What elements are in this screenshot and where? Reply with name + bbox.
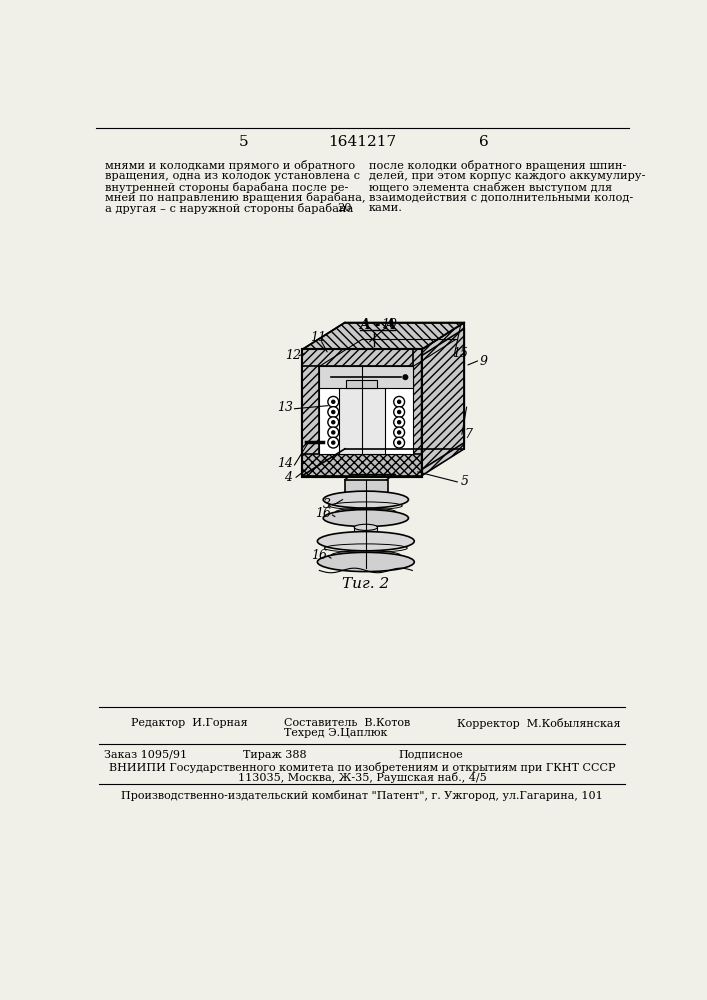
Text: внутренней стороны барабана после ре-: внутренней стороны барабана после ре- xyxy=(105,182,349,193)
Text: 14: 14 xyxy=(277,457,293,470)
Text: Тираж 388: Тираж 388 xyxy=(243,750,307,760)
Bar xyxy=(303,349,422,366)
Bar xyxy=(303,349,422,477)
Bar xyxy=(303,349,320,477)
Text: 1641217: 1641217 xyxy=(328,135,396,149)
Text: Составитель  В.Котов: Составитель В.Котов xyxy=(284,718,411,728)
Circle shape xyxy=(332,431,335,434)
Ellipse shape xyxy=(317,552,414,572)
Text: ющего элемента снабжен выступом для: ющего элемента снабжен выступом для xyxy=(369,182,612,193)
Text: вращения, одна из колодок установлена с: вращения, одна из колодок установлена с xyxy=(105,171,361,181)
Circle shape xyxy=(328,427,339,438)
Circle shape xyxy=(394,427,404,438)
Text: Техред Э.Цаплюк: Техред Э.Цаплюк xyxy=(284,728,388,738)
Ellipse shape xyxy=(354,524,378,530)
Text: 7: 7 xyxy=(464,428,472,441)
Circle shape xyxy=(394,437,404,448)
Text: мней по направлению вращения барабана,: мней по направлению вращения барабана, xyxy=(105,192,366,203)
Polygon shape xyxy=(421,329,464,470)
Circle shape xyxy=(394,417,404,428)
Ellipse shape xyxy=(323,491,409,508)
Circle shape xyxy=(328,407,339,417)
Text: взаимодействия с дополнительными колод-: взаимодействия с дополнительными колод- xyxy=(369,192,633,202)
Bar xyxy=(346,380,378,388)
Text: 4: 4 xyxy=(284,471,292,484)
Bar xyxy=(303,349,422,477)
Circle shape xyxy=(332,410,335,414)
Bar xyxy=(320,366,413,454)
Circle shape xyxy=(332,421,335,424)
Text: мнями и колодками прямого и обратного: мнями и колодками прямого и обратного xyxy=(105,160,356,171)
Polygon shape xyxy=(421,323,464,476)
Bar xyxy=(354,527,378,537)
Text: ВНИИПИ Государственного комитета по изобретениям и открытиям при ГКНТ СССР: ВНИИПИ Государственного комитета по изоб… xyxy=(109,762,615,773)
Text: а другая – с наружной стороны барабана: а другая – с наружной стороны барабана xyxy=(105,203,354,214)
Text: Заказ 1095/91: Заказ 1095/91 xyxy=(104,750,187,760)
Text: 6: 6 xyxy=(479,135,489,149)
Text: Корректор  М.Кобылянская: Корректор М.Кобылянская xyxy=(457,718,620,729)
Circle shape xyxy=(332,441,335,444)
Text: 16: 16 xyxy=(315,507,331,520)
Text: Τиг. 2: Τиг. 2 xyxy=(342,577,390,591)
Text: ками.: ками. xyxy=(369,203,403,213)
Text: 13: 13 xyxy=(277,401,293,414)
Circle shape xyxy=(328,417,339,428)
Circle shape xyxy=(397,410,401,414)
Text: Редактор  И.Горная: Редактор И.Горная xyxy=(131,718,247,728)
Ellipse shape xyxy=(323,510,409,527)
Text: 16: 16 xyxy=(311,549,327,562)
Text: A - A: A - A xyxy=(359,318,396,332)
Circle shape xyxy=(403,375,408,379)
Text: делей, при этом корпус каждого аккумулиру-: делей, при этом корпус каждого аккумулир… xyxy=(369,171,645,181)
Bar xyxy=(345,480,387,493)
Text: Подписное: Подписное xyxy=(398,750,463,760)
Text: 11: 11 xyxy=(310,331,326,344)
Circle shape xyxy=(397,441,401,444)
Circle shape xyxy=(394,407,404,417)
Bar xyxy=(413,349,421,477)
Text: 12: 12 xyxy=(285,349,301,362)
Ellipse shape xyxy=(354,533,378,540)
Circle shape xyxy=(328,396,339,407)
Circle shape xyxy=(394,396,404,407)
Circle shape xyxy=(397,421,401,424)
Text: 15: 15 xyxy=(452,347,468,360)
Bar xyxy=(303,454,422,476)
Bar xyxy=(413,349,421,477)
Circle shape xyxy=(332,400,335,403)
Circle shape xyxy=(397,431,401,434)
Circle shape xyxy=(397,400,401,403)
Bar xyxy=(303,349,320,477)
Text: 9: 9 xyxy=(479,355,488,368)
Text: после колодки обратного вращения шпин-: после колодки обратного вращения шпин- xyxy=(369,160,626,171)
Bar xyxy=(303,349,422,366)
Text: 5: 5 xyxy=(238,135,248,149)
Bar xyxy=(303,454,422,476)
Polygon shape xyxy=(303,323,464,349)
Ellipse shape xyxy=(317,532,414,551)
Bar xyxy=(339,366,385,454)
Circle shape xyxy=(328,437,339,448)
Text: Производственно-издательский комбинат "Патент", г. Ужгород, ул.Гагарина, 101: Производственно-издательский комбинат "П… xyxy=(121,790,603,801)
Text: 3: 3 xyxy=(323,498,331,511)
Text: 10: 10 xyxy=(381,318,397,331)
Text: 20: 20 xyxy=(337,203,352,213)
Text: 5: 5 xyxy=(460,475,468,488)
Bar xyxy=(320,366,413,388)
Text: 113035, Москва, Ж-35, Раушская наб., 4/5: 113035, Москва, Ж-35, Раушская наб., 4/5 xyxy=(238,772,486,783)
